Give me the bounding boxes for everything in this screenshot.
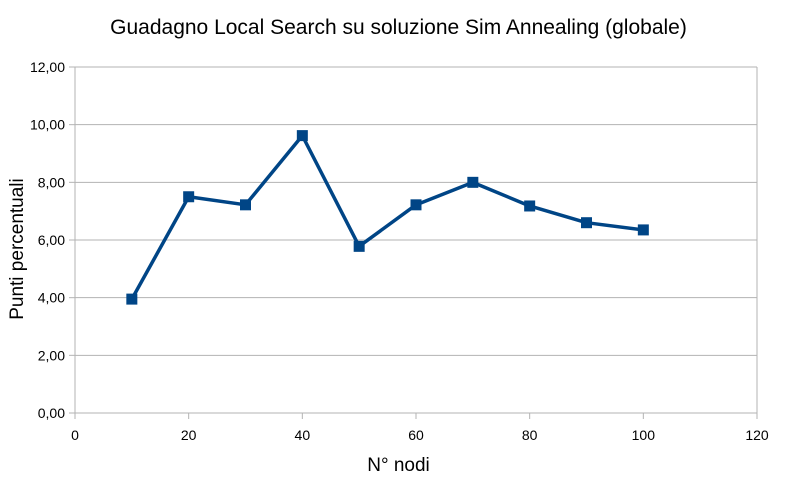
chart-title: Guadagno Local Search su soluzione Sim A… bbox=[110, 16, 687, 39]
data-point bbox=[353, 240, 365, 252]
x-tick-label: 80 bbox=[522, 427, 538, 443]
data-point bbox=[240, 199, 251, 211]
x-tick-label: 60 bbox=[408, 427, 424, 443]
y-tick-label: 2,00 bbox=[38, 347, 65, 363]
x-tick-label: 100 bbox=[632, 427, 656, 443]
data-point bbox=[637, 224, 649, 236]
data-point bbox=[126, 293, 138, 305]
y-tick-label: 0,00 bbox=[38, 405, 65, 421]
data-point bbox=[524, 200, 536, 212]
y-tick-label: 4,00 bbox=[38, 290, 65, 306]
x-tick-label: 120 bbox=[745, 427, 769, 443]
y-tick-label: 8,00 bbox=[38, 174, 65, 190]
y-axis-label: Punti percentuali bbox=[7, 178, 28, 320]
y-tick-label: 6,00 bbox=[38, 232, 65, 248]
x-tick-label: 20 bbox=[181, 427, 197, 443]
x-axis-label: N° nodi bbox=[367, 455, 430, 476]
data-point bbox=[581, 217, 592, 229]
series-line bbox=[130, 133, 644, 300]
data-point bbox=[296, 130, 308, 142]
data-point bbox=[410, 199, 422, 211]
x-tick-label: 40 bbox=[295, 427, 311, 443]
y-tick-label: 12,00 bbox=[30, 59, 65, 75]
y-tick-label: 10,00 bbox=[30, 117, 65, 133]
data-point bbox=[183, 191, 195, 203]
data-point bbox=[467, 176, 479, 188]
x-tick-label: 0 bbox=[71, 427, 79, 443]
